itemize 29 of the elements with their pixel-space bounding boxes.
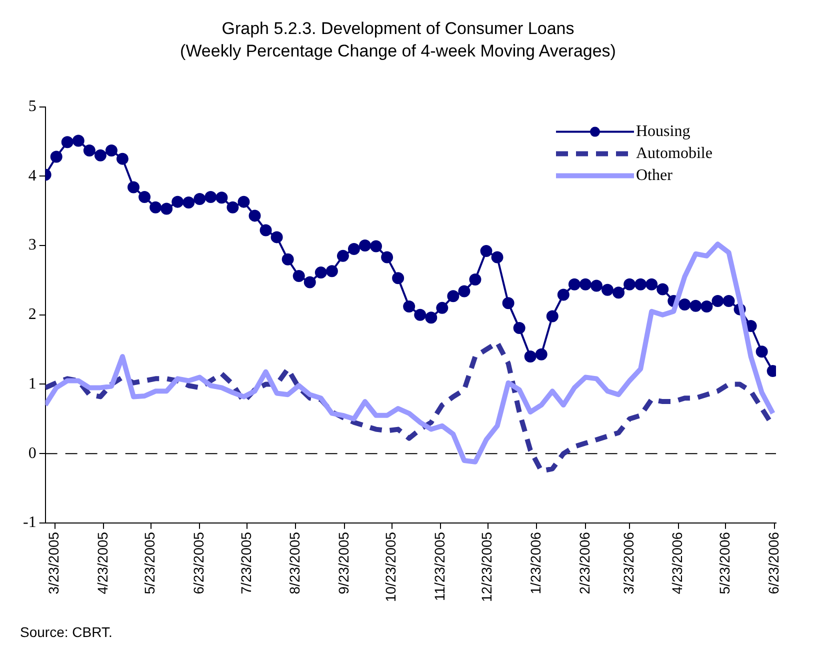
y-tick-label: 0 (28, 444, 36, 462)
legend-label: Housing (636, 123, 690, 140)
y-tick-label: 4 (28, 167, 36, 184)
x-tick-label: 4/23/2006 (669, 532, 686, 594)
legend-label: Automobile (636, 145, 712, 162)
x-tick-label: 5/23/2006 (716, 532, 732, 594)
x-tick-label: 1/23/2006 (528, 532, 544, 594)
x-tick-label: 2/23/2006 (576, 532, 592, 594)
x-tick-label: 3/23/2005 (46, 532, 62, 594)
x-tick-label: 8/23/2005 (286, 532, 303, 594)
y-tick-label: 1 (28, 375, 36, 392)
x-tick-label: 7/23/2005 (238, 532, 254, 594)
x-tick-label: 6/23/2005 (190, 532, 207, 594)
source-note: Source: CBRT. (20, 624, 112, 640)
y-tick-label: 2 (28, 306, 36, 324)
legend-label: Other (636, 167, 674, 184)
x-tick-label: 10/23/2005 (382, 532, 399, 602)
x-tick-label: 11/23/2005 (431, 532, 448, 601)
y-tick-label: 5 (28, 98, 36, 116)
x-tick-label: 9/23/2005 (335, 532, 352, 594)
x-tick-label: 12/23/2005 (478, 532, 495, 602)
x-tick-label: 3/23/2006 (620, 532, 636, 594)
chart-title: Graph 5.2.3. Development of Consumer Loans (222, 18, 574, 38)
chart-subtitle: (Weekly Percentage Change of 4-week Moving Averages) (180, 41, 616, 60)
x-tick-label: 5/23/2005 (142, 532, 158, 594)
y-tick-label: 3 (28, 236, 36, 254)
x-tick-label: 4/23/2005 (94, 532, 110, 594)
x-tick-label: 6/23/2006 (765, 532, 782, 594)
y-tick-label: -1 (23, 514, 36, 532)
